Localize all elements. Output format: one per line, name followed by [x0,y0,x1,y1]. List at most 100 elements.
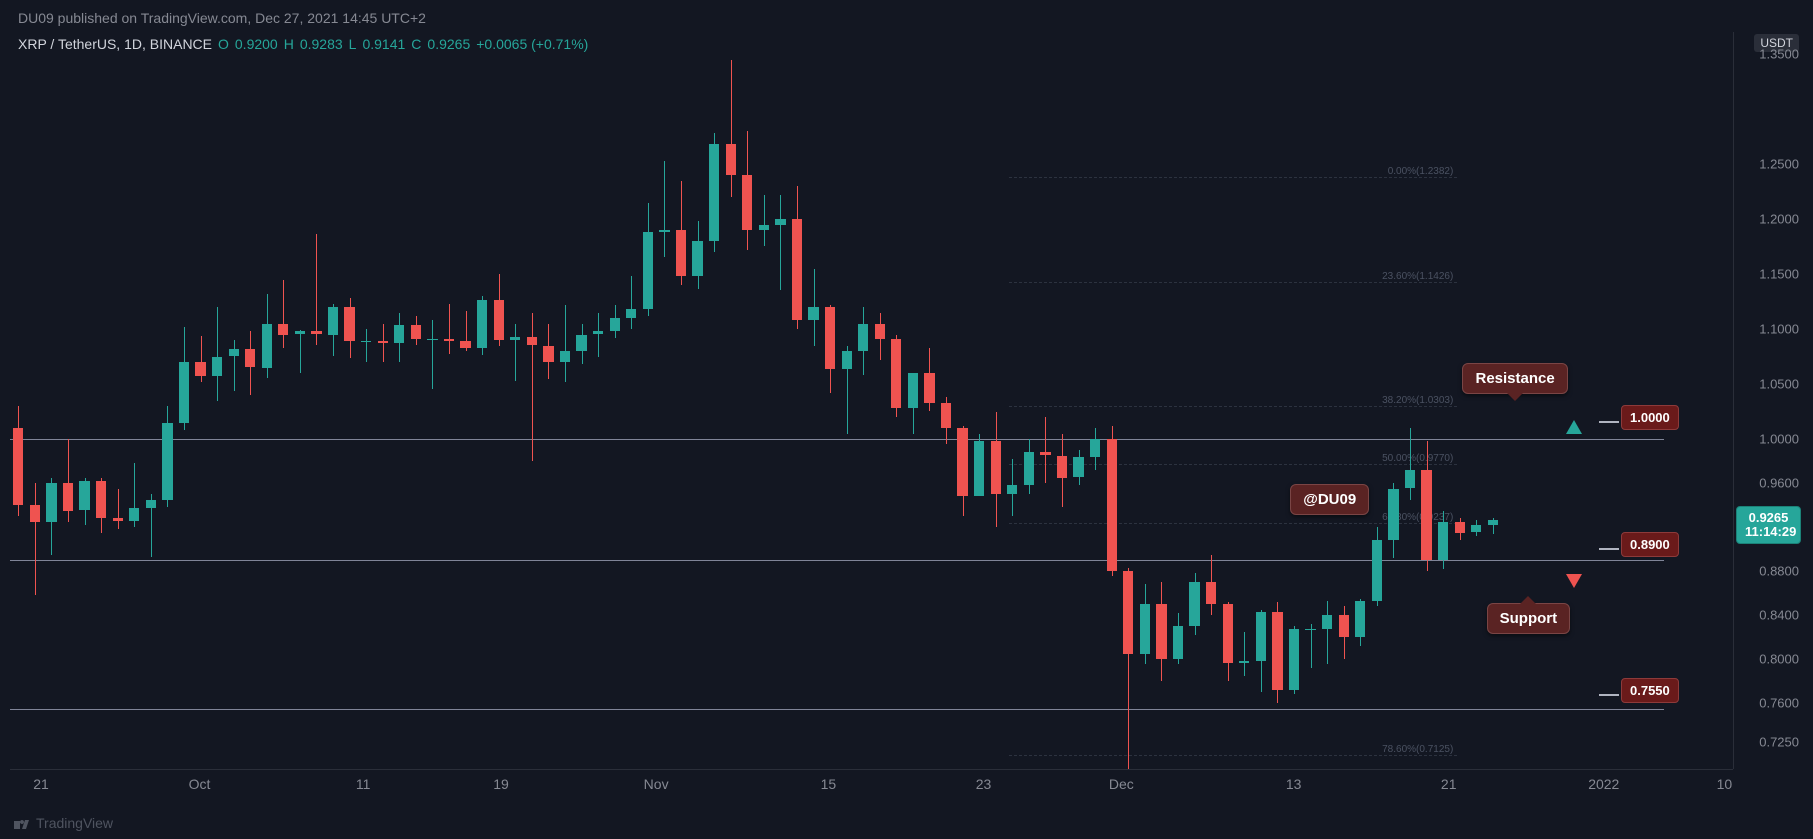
horizontal-line[interactable] [10,709,1664,710]
candle-body[interactable] [344,307,354,341]
candle-body[interactable] [328,307,338,335]
candle-body[interactable] [659,230,669,232]
candle-body[interactable] [245,349,255,368]
price-tag[interactable]: 0.7550 [1621,678,1679,703]
candle-body[interactable] [46,483,56,522]
candle-body[interactable] [1040,452,1050,455]
candle-body[interactable] [626,309,636,318]
candle-body[interactable] [1272,612,1282,690]
candle-body[interactable] [79,481,89,511]
candle-body[interactable] [179,362,189,423]
candle-body[interactable] [1471,525,1481,533]
candle-body[interactable] [527,337,537,346]
candle-body[interactable] [411,325,421,339]
candle-body[interactable] [1223,604,1233,663]
candle-body[interactable] [361,341,371,342]
candle-body[interactable] [610,318,620,331]
candle-body[interactable] [460,341,470,348]
candle-body[interactable] [311,331,321,334]
candle-body[interactable] [1355,601,1365,637]
candle-body[interactable] [378,341,388,343]
candle-body[interactable] [1107,439,1117,571]
candle-body[interactable] [709,144,719,241]
candle-body[interactable] [676,230,686,276]
chart-container[interactable]: 0.00%(1.2382)23.60%(1.1426)38.20%(1.0303… [10,32,1803,799]
candle-body[interactable] [1256,612,1266,662]
horizontal-line[interactable] [10,560,1664,561]
candle-body[interactable] [643,232,653,309]
candle-body[interactable] [1438,522,1448,561]
candle-body[interactable] [1206,582,1216,604]
candle-body[interactable] [162,423,172,500]
candle-body[interactable] [1007,485,1017,494]
price-tag[interactable]: 0.8900 [1621,532,1679,557]
candle-body[interactable] [1372,540,1382,601]
candle-body[interactable] [560,351,570,362]
chart-plot-area[interactable]: 0.00%(1.2382)23.60%(1.1426)38.20%(1.0303… [10,32,1733,769]
candle-body[interactable] [792,219,802,320]
candle-body[interactable] [1090,439,1100,457]
candle-body[interactable] [924,373,934,403]
price-axis[interactable]: USDT 1.35001.25001.20001.15001.10001.050… [1733,32,1803,769]
annotation-label[interactable]: Support [1487,603,1571,634]
candle-body[interactable] [1123,571,1133,654]
candle-body[interactable] [842,351,852,369]
time-axis[interactable]: 21Oct1119Nov1523Dec1321202210 [10,769,1733,799]
candle-body[interactable] [494,300,504,340]
candle-body[interactable] [742,175,752,230]
candle-body[interactable] [262,324,272,368]
horizontal-line[interactable] [10,439,1664,440]
candle-body[interactable] [96,481,106,518]
candle-body[interactable] [908,373,918,408]
annotation-label[interactable]: Resistance [1462,363,1567,394]
candle-body[interactable] [991,441,1001,494]
candle-body[interactable] [30,505,40,522]
candle-body[interactable] [1024,452,1034,485]
candle-body[interactable] [1388,489,1398,541]
candle-body[interactable] [726,144,736,175]
candle-body[interactable] [129,508,139,521]
candle-body[interactable] [212,357,222,377]
candle-body[interactable] [510,337,520,340]
candle-body[interactable] [195,362,205,376]
candle-body[interactable] [295,331,305,334]
candle-body[interactable] [1405,470,1415,489]
candle-body[interactable] [576,335,586,352]
candle-body[interactable] [1189,582,1199,626]
candle-body[interactable] [891,339,901,408]
candle-body[interactable] [1305,629,1315,630]
candle-body[interactable] [1421,470,1431,560]
candle-body[interactable] [1488,520,1498,525]
candle-body[interactable] [759,225,769,231]
candle-body[interactable] [593,331,603,334]
candle-body[interactable] [13,428,23,505]
candle-body[interactable] [692,241,702,276]
candle-body[interactable] [1339,615,1349,637]
candle-body[interactable] [1057,456,1067,478]
candle-body[interactable] [1455,522,1465,533]
candle-body[interactable] [394,325,404,344]
candle-body[interactable] [278,324,288,335]
candle-body[interactable] [427,339,437,340]
candle-body[interactable] [146,500,156,509]
candle-body[interactable] [1239,661,1249,663]
candle-body[interactable] [808,307,818,320]
candle-body[interactable] [113,518,123,521]
candle-body[interactable] [974,441,984,496]
candle-body[interactable] [1289,629,1299,690]
candle-body[interactable] [63,483,73,511]
candle-body[interactable] [875,324,885,339]
annotation-label[interactable]: @DU09 [1290,484,1369,515]
candle-body[interactable] [444,339,454,341]
candle-body[interactable] [1140,604,1150,654]
price-tag[interactable]: 1.0000 [1621,405,1679,430]
candle-body[interactable] [1322,615,1332,629]
candle-body[interactable] [1173,626,1183,659]
candle-body[interactable] [1073,457,1083,478]
candle-body[interactable] [775,219,785,225]
candle-body[interactable] [825,307,835,369]
candle-body[interactable] [543,346,553,363]
candle-body[interactable] [229,349,239,357]
candle-body[interactable] [941,403,951,428]
candle-body[interactable] [477,300,487,347]
